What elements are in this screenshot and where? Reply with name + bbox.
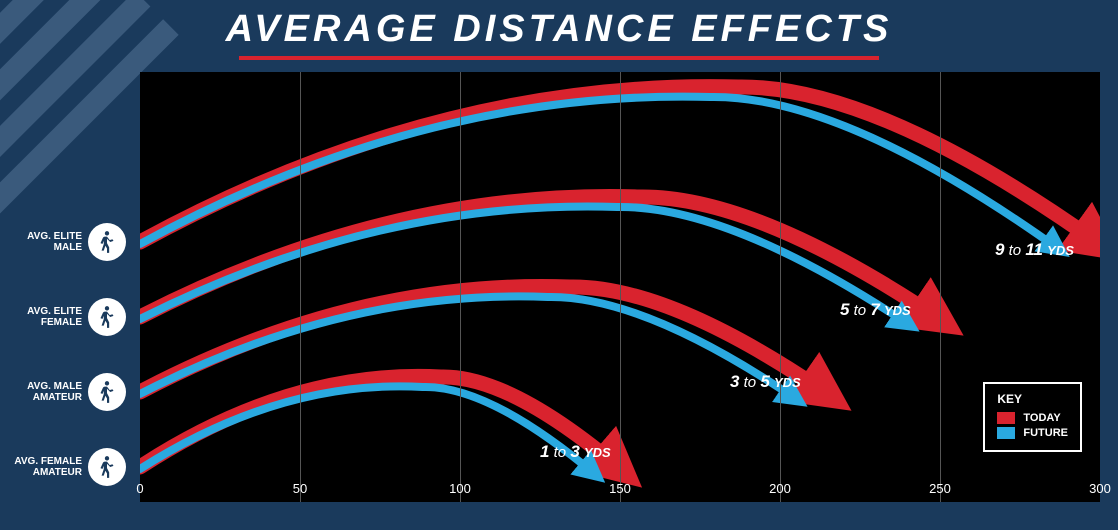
grid-line: [620, 72, 621, 502]
distance-value-label: 1 to 3 YDS: [540, 442, 611, 462]
grid-line: [460, 72, 461, 502]
x-axis-tick: 250: [929, 481, 951, 496]
distance-value-label: 5 to 7 YDS: [840, 300, 911, 320]
legend: KEY TODAY FUTURE: [983, 382, 1082, 452]
grid-line: [940, 72, 941, 502]
golfer-row: AVG. ELITEFEMALE: [10, 298, 126, 336]
golfer-label: AVG. ELITEFEMALE: [10, 306, 82, 328]
legend-swatch-future: [997, 427, 1015, 439]
x-axis-tick: 100: [449, 481, 471, 496]
x-axis-tick: 200: [769, 481, 791, 496]
golfer-label: AVG. FEMALEAMATEUR: [10, 456, 82, 478]
legend-item-future: FUTURE: [997, 427, 1068, 439]
arc-today: [140, 197, 945, 323]
golfer-icon: [88, 373, 126, 411]
grid-line: [780, 72, 781, 502]
legend-item-today: TODAY: [997, 412, 1068, 424]
golfer-icon: [88, 448, 126, 486]
arc-future: [140, 207, 910, 326]
distance-value-label: 3 to 5 YDS: [730, 372, 801, 392]
x-axis-tick: 150: [609, 481, 631, 496]
distance-value-label: 9 to 11 YDS: [995, 240, 1074, 260]
title-underline: [239, 56, 879, 60]
chart-area: KEY TODAY FUTURE 050100150200250300AVG. …: [140, 72, 1100, 502]
x-axis-tick: 50: [293, 481, 307, 496]
legend-label-today: TODAY: [1023, 412, 1060, 424]
golfer-row: AVG. ELITEMALE: [10, 223, 126, 261]
golfer-row: AVG. FEMALEAMATEUR: [10, 448, 126, 486]
golfer-icon: [88, 298, 126, 336]
golfer-icon: [88, 223, 126, 261]
legend-label-future: FUTURE: [1023, 427, 1068, 439]
x-axis-tick: 300: [1089, 481, 1111, 496]
chart-title: AVERAGE DISTANCE EFFECTS: [0, 8, 1118, 51]
legend-title: KEY: [997, 392, 1068, 406]
grid-line: [300, 72, 301, 502]
legend-swatch-today: [997, 412, 1015, 424]
x-axis-tick: 0: [136, 481, 143, 496]
golfer-row: AVG. MALEAMATEUR: [10, 373, 126, 411]
golfer-label: AVG. MALEAMATEUR: [10, 381, 82, 403]
golfer-label: AVG. ELITEMALE: [10, 231, 82, 253]
